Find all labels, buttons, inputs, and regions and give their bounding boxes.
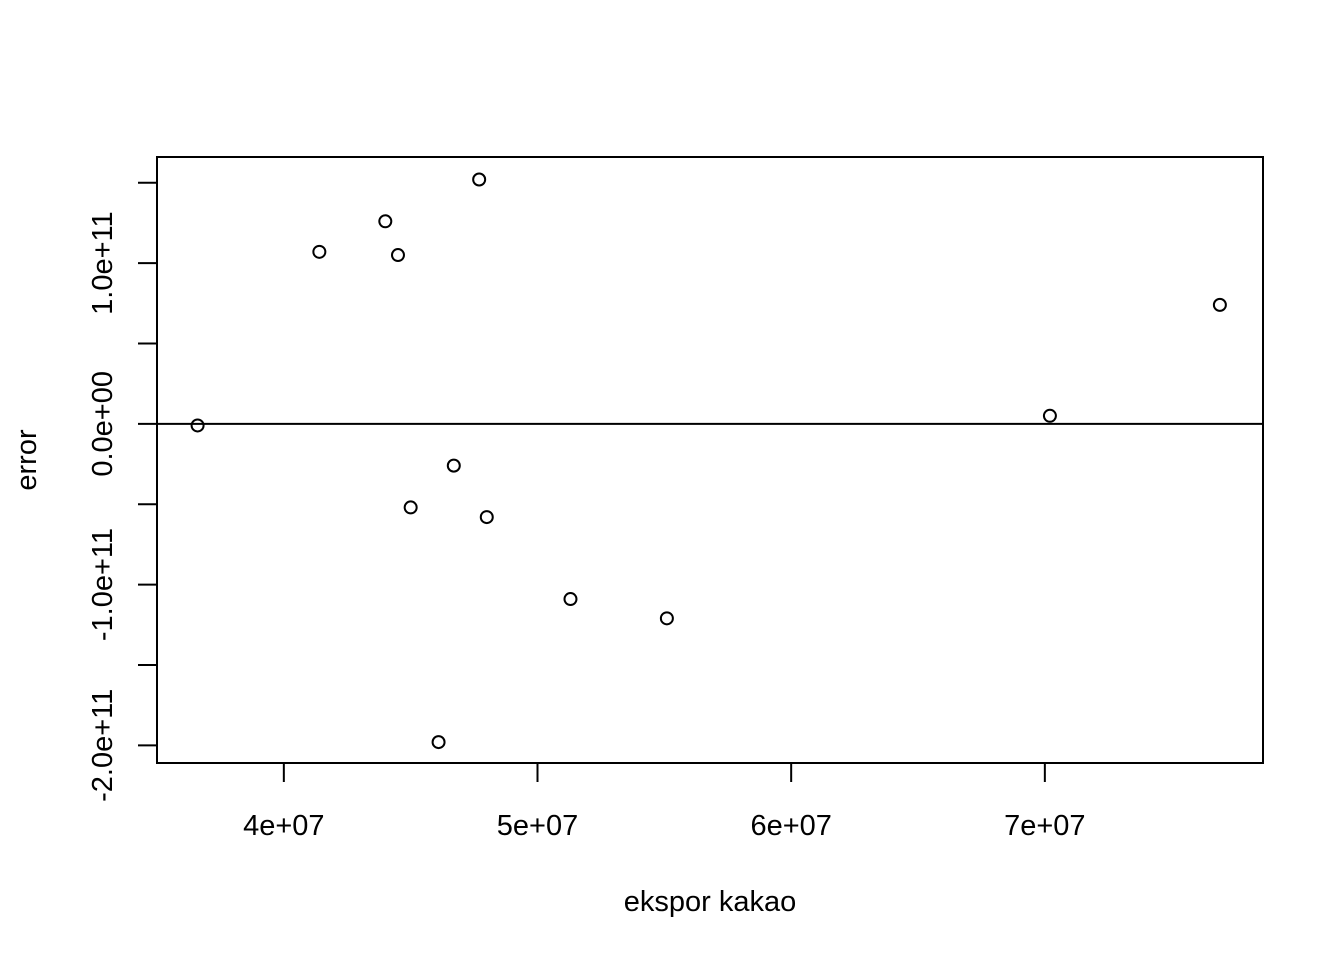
x-tick-label: 4e+07 (243, 810, 324, 842)
plot-frame (156, 156, 1264, 764)
data-point (312, 244, 327, 259)
data-point (431, 735, 446, 750)
data-point (563, 592, 578, 607)
data-point (479, 510, 494, 525)
data-point (403, 500, 418, 515)
data-point (1212, 297, 1227, 312)
data-points (190, 172, 1227, 750)
y-tick-label: 1.0e+11 (87, 211, 119, 314)
y-axis-label: error (11, 429, 43, 491)
x-tick-label: 5e+07 (497, 810, 578, 842)
data-point (659, 611, 674, 626)
x-axis: 4e+07 5e+07 6e+07 7e+07 (243, 763, 1086, 842)
y-tick-label: 0.0e+00 (87, 371, 119, 477)
data-point (472, 172, 487, 187)
data-point (446, 458, 461, 473)
y-axis: -2.0e+11 -1.0e+11 0.0e+00 1.0e+11 (87, 181, 157, 802)
x-tick-label: 6e+07 (750, 810, 831, 842)
y-tick-label: -2.0e+11 (87, 689, 119, 802)
data-point (1042, 408, 1057, 423)
data-point (378, 214, 393, 229)
data-point (190, 418, 205, 433)
x-axis-label: ekspor kakao (624, 886, 797, 918)
y-tick-label: -1.0e+11 (87, 528, 119, 641)
x-tick-label: 7e+07 (1004, 810, 1085, 842)
data-point (390, 248, 405, 263)
